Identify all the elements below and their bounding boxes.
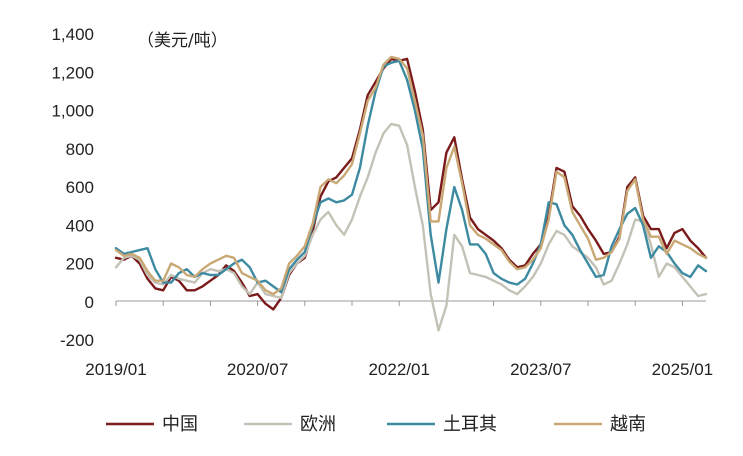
x-tick-label: 2020/07 bbox=[227, 360, 288, 379]
y-tick-label: 1,000 bbox=[51, 102, 94, 121]
legend: 中国 欧洲 土耳其 越南 bbox=[106, 414, 646, 435]
y-axis: -200 0 200 400 600 800 1,000 1,200 1,400 bbox=[51, 25, 94, 350]
legend-label: 土耳其 bbox=[443, 414, 497, 435]
x-tick-label: 2023/07 bbox=[510, 360, 571, 379]
legend-label: 欧洲 bbox=[300, 414, 336, 435]
x-axis: 2019/01 2020/07 2022/01 2023/07 2025/01 bbox=[85, 300, 713, 379]
unit-label: （美元/吨） bbox=[137, 31, 228, 51]
y-tick-label: 200 bbox=[66, 255, 94, 274]
y-tick-label: 800 bbox=[66, 140, 94, 159]
series-line-中国 bbox=[114, 57, 708, 311]
y-tick-label: 400 bbox=[66, 216, 94, 235]
y-tick-label: 0 bbox=[85, 293, 94, 312]
x-tick-label: 2022/01 bbox=[368, 360, 429, 379]
legend-label: 越南 bbox=[610, 414, 646, 435]
series-line-欧洲 bbox=[114, 122, 708, 332]
series-line-土耳其 bbox=[114, 59, 708, 294]
y-tick-label: 1,200 bbox=[51, 63, 94, 82]
x-tick-label: 2025/01 bbox=[652, 360, 713, 379]
y-tick-label: -200 bbox=[60, 331, 94, 350]
series-line-越南 bbox=[114, 55, 708, 296]
legend-label: 中国 bbox=[162, 414, 198, 435]
x-tick-label: 2019/01 bbox=[85, 360, 146, 379]
y-tick-label: 1,400 bbox=[51, 25, 94, 44]
y-tick-label: 600 bbox=[66, 178, 94, 197]
series-lines bbox=[114, 55, 708, 332]
